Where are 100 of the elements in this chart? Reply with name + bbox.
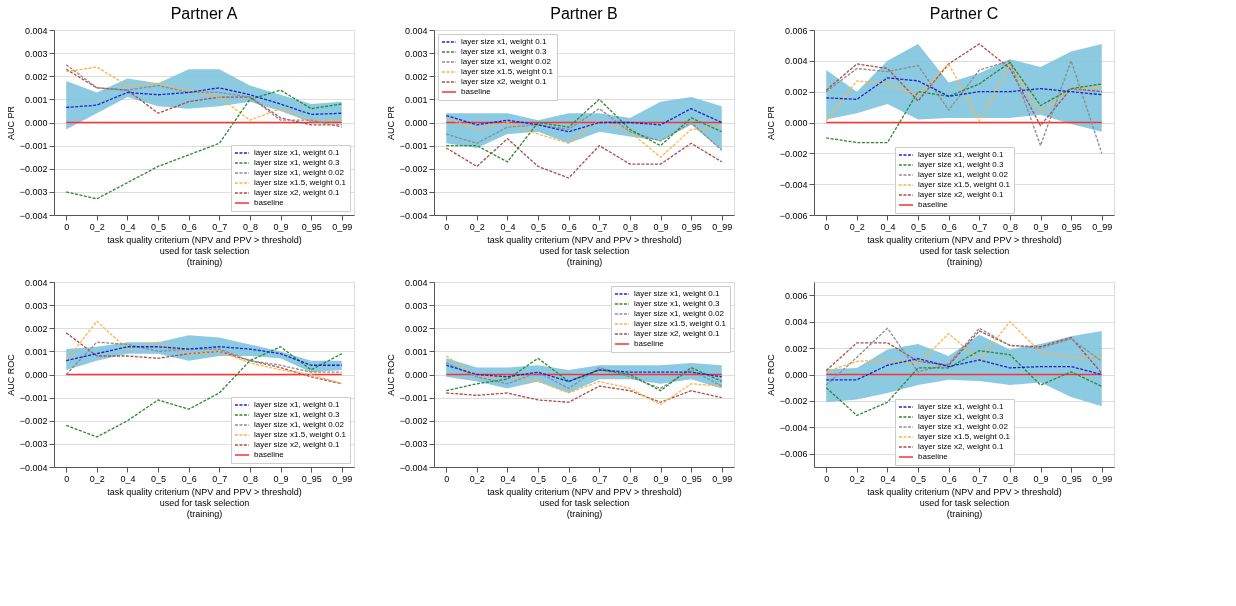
y-tick-label: 0.000 [784, 118, 808, 128]
legend-label: baseline [254, 450, 285, 459]
x-tick-label: 0_4 [500, 473, 516, 484]
chart-title: Partner C [929, 5, 999, 22]
legend-label: layer size x1, weight 0.02 [918, 422, 1009, 431]
y-tick-label: 0.004 [404, 277, 428, 288]
x-tick-label: 0_7 [972, 221, 988, 232]
y-tick-label: 0.000 [404, 118, 428, 128]
chart-title: Partner B [550, 5, 618, 22]
line-series [825, 63, 1103, 122]
x-tick-label: 0_7 [212, 221, 228, 232]
legend-label: layer size x1, weight 0.02 [461, 57, 552, 66]
x-tick-label: 0_99 [332, 221, 353, 232]
x-tick-label: 0_5 [531, 473, 547, 484]
line-series [445, 98, 723, 163]
x-tick-label: 0_5 [531, 221, 547, 232]
y-axis-title: AUC ROC [385, 353, 396, 396]
x-tick-label: 0_9 [1033, 473, 1049, 484]
legend-label: layer size x2, weight 0.1 [461, 77, 547, 86]
y-tick-label: −0.004 [19, 462, 48, 473]
line-series [445, 385, 723, 403]
y-axis-title: AUC PR [5, 105, 16, 141]
line-series [825, 320, 1103, 373]
legend-label: layer size x1, weight 0.3 [461, 47, 547, 56]
line-series [65, 346, 343, 366]
legend-label: baseline [461, 87, 492, 96]
x-tick-label: 0_7 [972, 473, 988, 484]
x-tick-label: 0_95 [301, 473, 322, 484]
x-tick-label: 0_6 [561, 473, 577, 484]
line-series [445, 107, 723, 151]
x-tick-label: 0_5 [911, 473, 927, 484]
legend-label: layer size x1.5, weight 0.1 [918, 432, 1011, 441]
y-tick-label: −0.004 [19, 210, 48, 221]
legend-label: layer size x1, weight 0.3 [918, 412, 1004, 421]
legend-label: layer size x2, weight 0.1 [254, 440, 340, 449]
y-tick-label: −0.006 [779, 210, 808, 221]
y-tick-label: 0.003 [404, 300, 428, 311]
x-tick-label: 0_2 [89, 473, 105, 484]
x-tick-label: 0_2 [89, 221, 105, 232]
legend-label: layer size x1, weight 0.02 [254, 168, 345, 177]
legend-label: layer size x1, weight 0.3 [918, 160, 1004, 169]
line-series [445, 138, 723, 179]
y-tick-label: 0.001 [404, 94, 428, 105]
y-tick-label: 0.001 [24, 94, 48, 105]
legend-label: baseline [918, 452, 949, 461]
legend-label: layer size x1, weight 0.1 [254, 400, 340, 409]
legend-label: layer size x1.5, weight 0.1 [918, 180, 1011, 189]
x-tick-label: 0_7 [592, 473, 608, 484]
legend-label: layer size x1, weight 0.1 [918, 402, 1004, 411]
line-series [825, 327, 1103, 386]
legend-label: layer size x1.5, weight 0.1 [254, 430, 347, 439]
legend-label: layer size x2, weight 0.1 [634, 329, 720, 338]
legend-label: layer size x2, weight 0.1 [918, 190, 1004, 199]
x-tick-label: 0_4 [120, 473, 136, 484]
x-tick-label: 0_9 [653, 473, 669, 484]
x-tick-label: 0_2 [469, 221, 485, 232]
x-tick-label: 0_6 [941, 473, 957, 484]
line-series [445, 355, 723, 406]
x-tick-label: 0_9 [273, 473, 289, 484]
line-series [825, 357, 1103, 381]
line-series [445, 364, 723, 383]
x-tick-label: 0_2 [849, 221, 865, 232]
x-tick-label: 0_99 [332, 473, 353, 484]
x-tick-label: 0_95 [1061, 221, 1082, 232]
y-tick-label: −0.004 [399, 462, 428, 473]
x-tick-label: 0 [824, 473, 830, 484]
legend-label: layer size x1.5, weight 0.1 [254, 178, 347, 187]
x-tick-label: 0_4 [500, 221, 516, 232]
y-tick-label: 0.002 [404, 71, 428, 82]
y-tick-label: −0.001 [399, 393, 428, 404]
legend-label: baseline [254, 198, 285, 207]
x-tick-label: 0_5 [911, 221, 927, 232]
x-tick-label: 0_99 [1092, 221, 1113, 232]
x-tick-label: 0_8 [622, 221, 638, 232]
legend-label: layer size x1.5, weight 0.1 [461, 67, 554, 76]
x-tick-label: 0_95 [301, 221, 322, 232]
x-tick-label: 0_2 [469, 473, 485, 484]
y-tick-label: −0.001 [19, 393, 48, 404]
line-series [65, 341, 343, 376]
y-tick-label: 0.000 [24, 370, 48, 380]
legend-label: layer size x1, weight 0.3 [254, 158, 340, 167]
y-tick-label: 0.002 [784, 87, 808, 98]
x-tick-label: 0_7 [212, 473, 228, 484]
y-tick-label: 0.004 [24, 25, 48, 36]
legend-label: layer size x1.5, weight 0.1 [634, 319, 727, 328]
x-tick-label: 0_8 [1002, 473, 1018, 484]
line-series [825, 77, 1103, 101]
x-axis-title: task quality criterium (NPV and PPV > threshold) used for task selection (training) [487, 486, 682, 519]
x-tick-label: 0_6 [181, 473, 197, 484]
legend-label: layer size x1, weight 0.02 [634, 309, 725, 318]
legend-label: layer size x1, weight 0.02 [254, 420, 345, 429]
x-tick-label: 0 [824, 221, 830, 232]
y-tick-label: 0.000 [24, 118, 48, 128]
legend-label: baseline [634, 339, 665, 348]
legend-label: layer size x2, weight 0.1 [254, 188, 340, 197]
x-tick-label: 0_8 [622, 473, 638, 484]
x-tick-label: 0 [64, 473, 70, 484]
legend-label: layer size x1, weight 0.1 [918, 150, 1004, 159]
chart-title: Partner A [170, 5, 238, 22]
y-tick-label: −0.004 [399, 210, 428, 221]
